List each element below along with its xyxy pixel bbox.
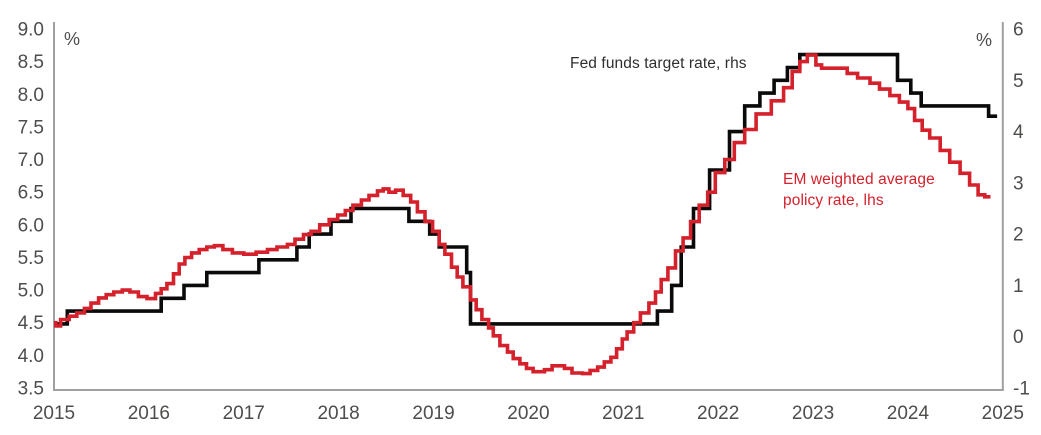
left-axis-tick-label: 8.0	[18, 85, 44, 106]
x-axis-year-label: 2021	[602, 403, 644, 424]
x-axis-year-label: 2022	[697, 403, 739, 424]
em-policy-line	[54, 53, 991, 376]
right-axis-tick-label: 5	[1013, 71, 1024, 92]
right-axis-tick-label: 0	[1013, 327, 1024, 348]
left-axis-tick-label: 6.0	[18, 215, 44, 236]
x-axis-year-label: 2023	[792, 403, 834, 424]
left-axis-tick-label: 5.0	[18, 281, 44, 302]
right-axis-tick-label: 3	[1013, 173, 1024, 194]
left-axis-tick-label: 3.5	[18, 379, 44, 400]
x-axis-year-label: 2020	[507, 403, 549, 424]
left-axis-tick-label: 6.5	[18, 183, 44, 204]
x-axis-year-label: 2016	[128, 403, 170, 424]
left-axis-tick-label: 4.0	[18, 346, 44, 367]
x-axis-year-label: 2019	[412, 403, 454, 424]
right-axis-unit-label: %	[976, 30, 993, 50]
left-axis-tick-label: 9.0	[18, 20, 44, 41]
em-policy-legend-label: EM weighted average policy rate, lhs	[783, 171, 935, 209]
left-axis-tick-label: 8.5	[18, 52, 44, 73]
right-axis-tick-label: 4	[1013, 122, 1024, 143]
x-axis-year-label: 2025	[982, 403, 1024, 424]
x-axis-year-label: 2015	[33, 403, 75, 424]
left-axis-tick-label: 5.5	[18, 248, 44, 269]
right-axis-tick-label: 1	[1013, 276, 1024, 297]
fed-funds-legend-label: Fed funds target rate, rhs	[570, 55, 747, 72]
left-axis-unit-label: %	[64, 29, 81, 49]
right-axis-tick-label: 2	[1013, 225, 1024, 246]
x-axis-year-label: 2024	[887, 403, 930, 424]
x-axis-year-label: 2018	[317, 403, 359, 424]
x-axis-year-label: 2017	[223, 403, 265, 424]
left-axis-tick-label: 7.0	[18, 150, 44, 171]
left-axis-tick-label: 7.5	[18, 117, 44, 138]
left-axis-tick-label: 4.5	[18, 313, 44, 334]
right-axis-tick-label: -1	[1013, 379, 1030, 400]
right-axis-tick-label: 6	[1013, 20, 1024, 41]
